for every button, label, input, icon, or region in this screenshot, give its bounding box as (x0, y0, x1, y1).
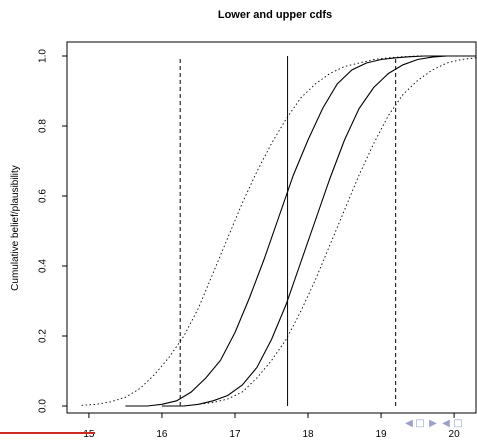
nav-back-icon[interactable]: ◀ (442, 418, 450, 429)
x-tick-label: 18 (302, 429, 314, 440)
y-tick-label: 0.4 (38, 259, 49, 273)
nav-prev-icon[interactable]: ◀ (405, 418, 413, 429)
solid-cdf-line-1 (161, 55, 476, 407)
y-tick-label: 1.0 (38, 49, 49, 63)
nav-frame-icon[interactable]: □ (415, 418, 424, 429)
reference-lines (179, 56, 397, 406)
x-axis: 15 16 17 18 19 20 (83, 413, 460, 440)
x-tick-label: 17 (229, 429, 241, 440)
x-tick-label: 16 (156, 429, 168, 440)
y-axis: 0.0 0.2 0.4 0.6 0.8 1.0 (38, 49, 67, 413)
plot-frame (66, 41, 477, 414)
beamer-navigation[interactable]: ◀ □ ▶ ◀ □ (405, 418, 463, 429)
solid-cdf-line-0 (125, 55, 476, 407)
x-tick-label: 15 (83, 429, 95, 440)
y-tick-label: 0.0 (38, 399, 49, 413)
y-tick-label: 0.8 (38, 119, 49, 133)
y-tick-label: 0.2 (38, 329, 49, 343)
dotted-cdf-line-3 (183, 57, 477, 407)
nav-section-icon[interactable]: □ (453, 418, 462, 429)
y-axis-label: Cumulative belief/plausibility (10, 165, 21, 291)
x-tick-label: 19 (375, 429, 387, 440)
dotted-cdf-line-2 (81, 55, 476, 406)
y-tick-label: 0.6 (38, 189, 49, 203)
chart-title: Lower and upper cdfs (218, 9, 332, 21)
x-tick-label: 20 (449, 429, 461, 440)
series-layer (81, 55, 477, 407)
nav-next-icon[interactable]: ▶ (429, 418, 437, 429)
